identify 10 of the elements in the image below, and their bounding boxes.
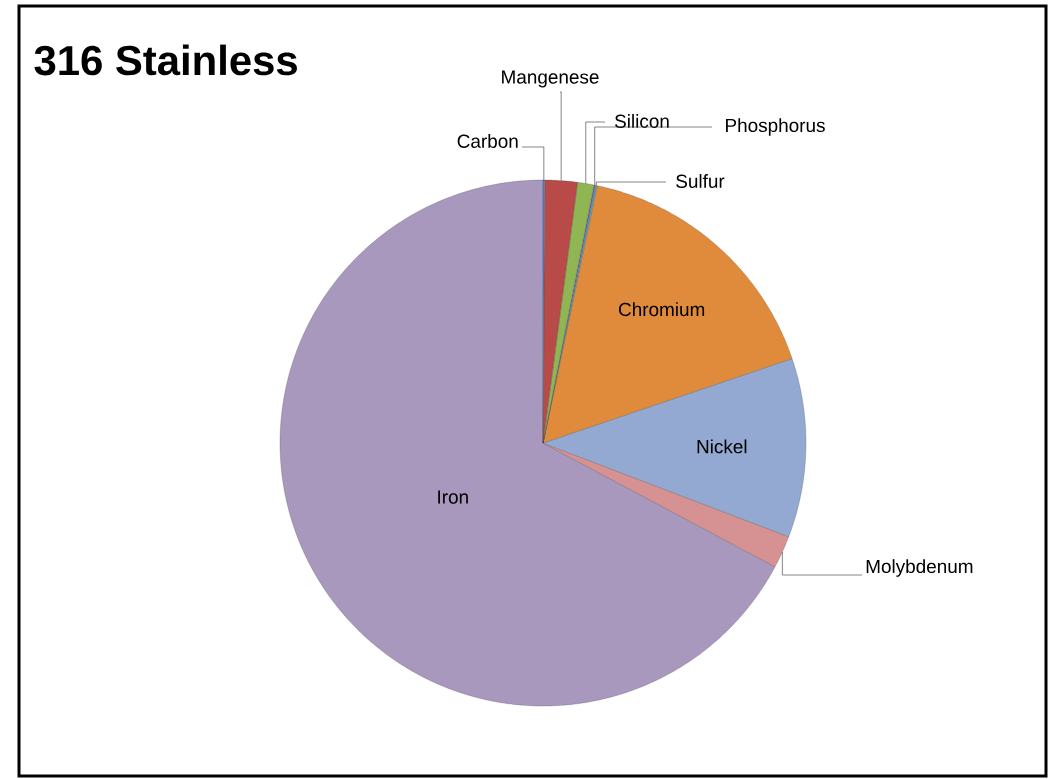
slice-label: Carbon	[457, 134, 518, 148]
slice-label: Molybdenum	[866, 559, 973, 577]
slice-label: Sulfur	[676, 174, 725, 188]
slice-label: Nickel	[697, 439, 747, 454]
slice-label: Chromium	[619, 302, 705, 317]
slice-label: Silicon	[614, 114, 669, 128]
chart-title: 316 Stainless	[34, 44, 297, 76]
slice-label: Iron	[438, 490, 468, 504]
slice-label: Phosphorus	[726, 118, 825, 136]
slice-label: Mangenese	[502, 70, 599, 88]
